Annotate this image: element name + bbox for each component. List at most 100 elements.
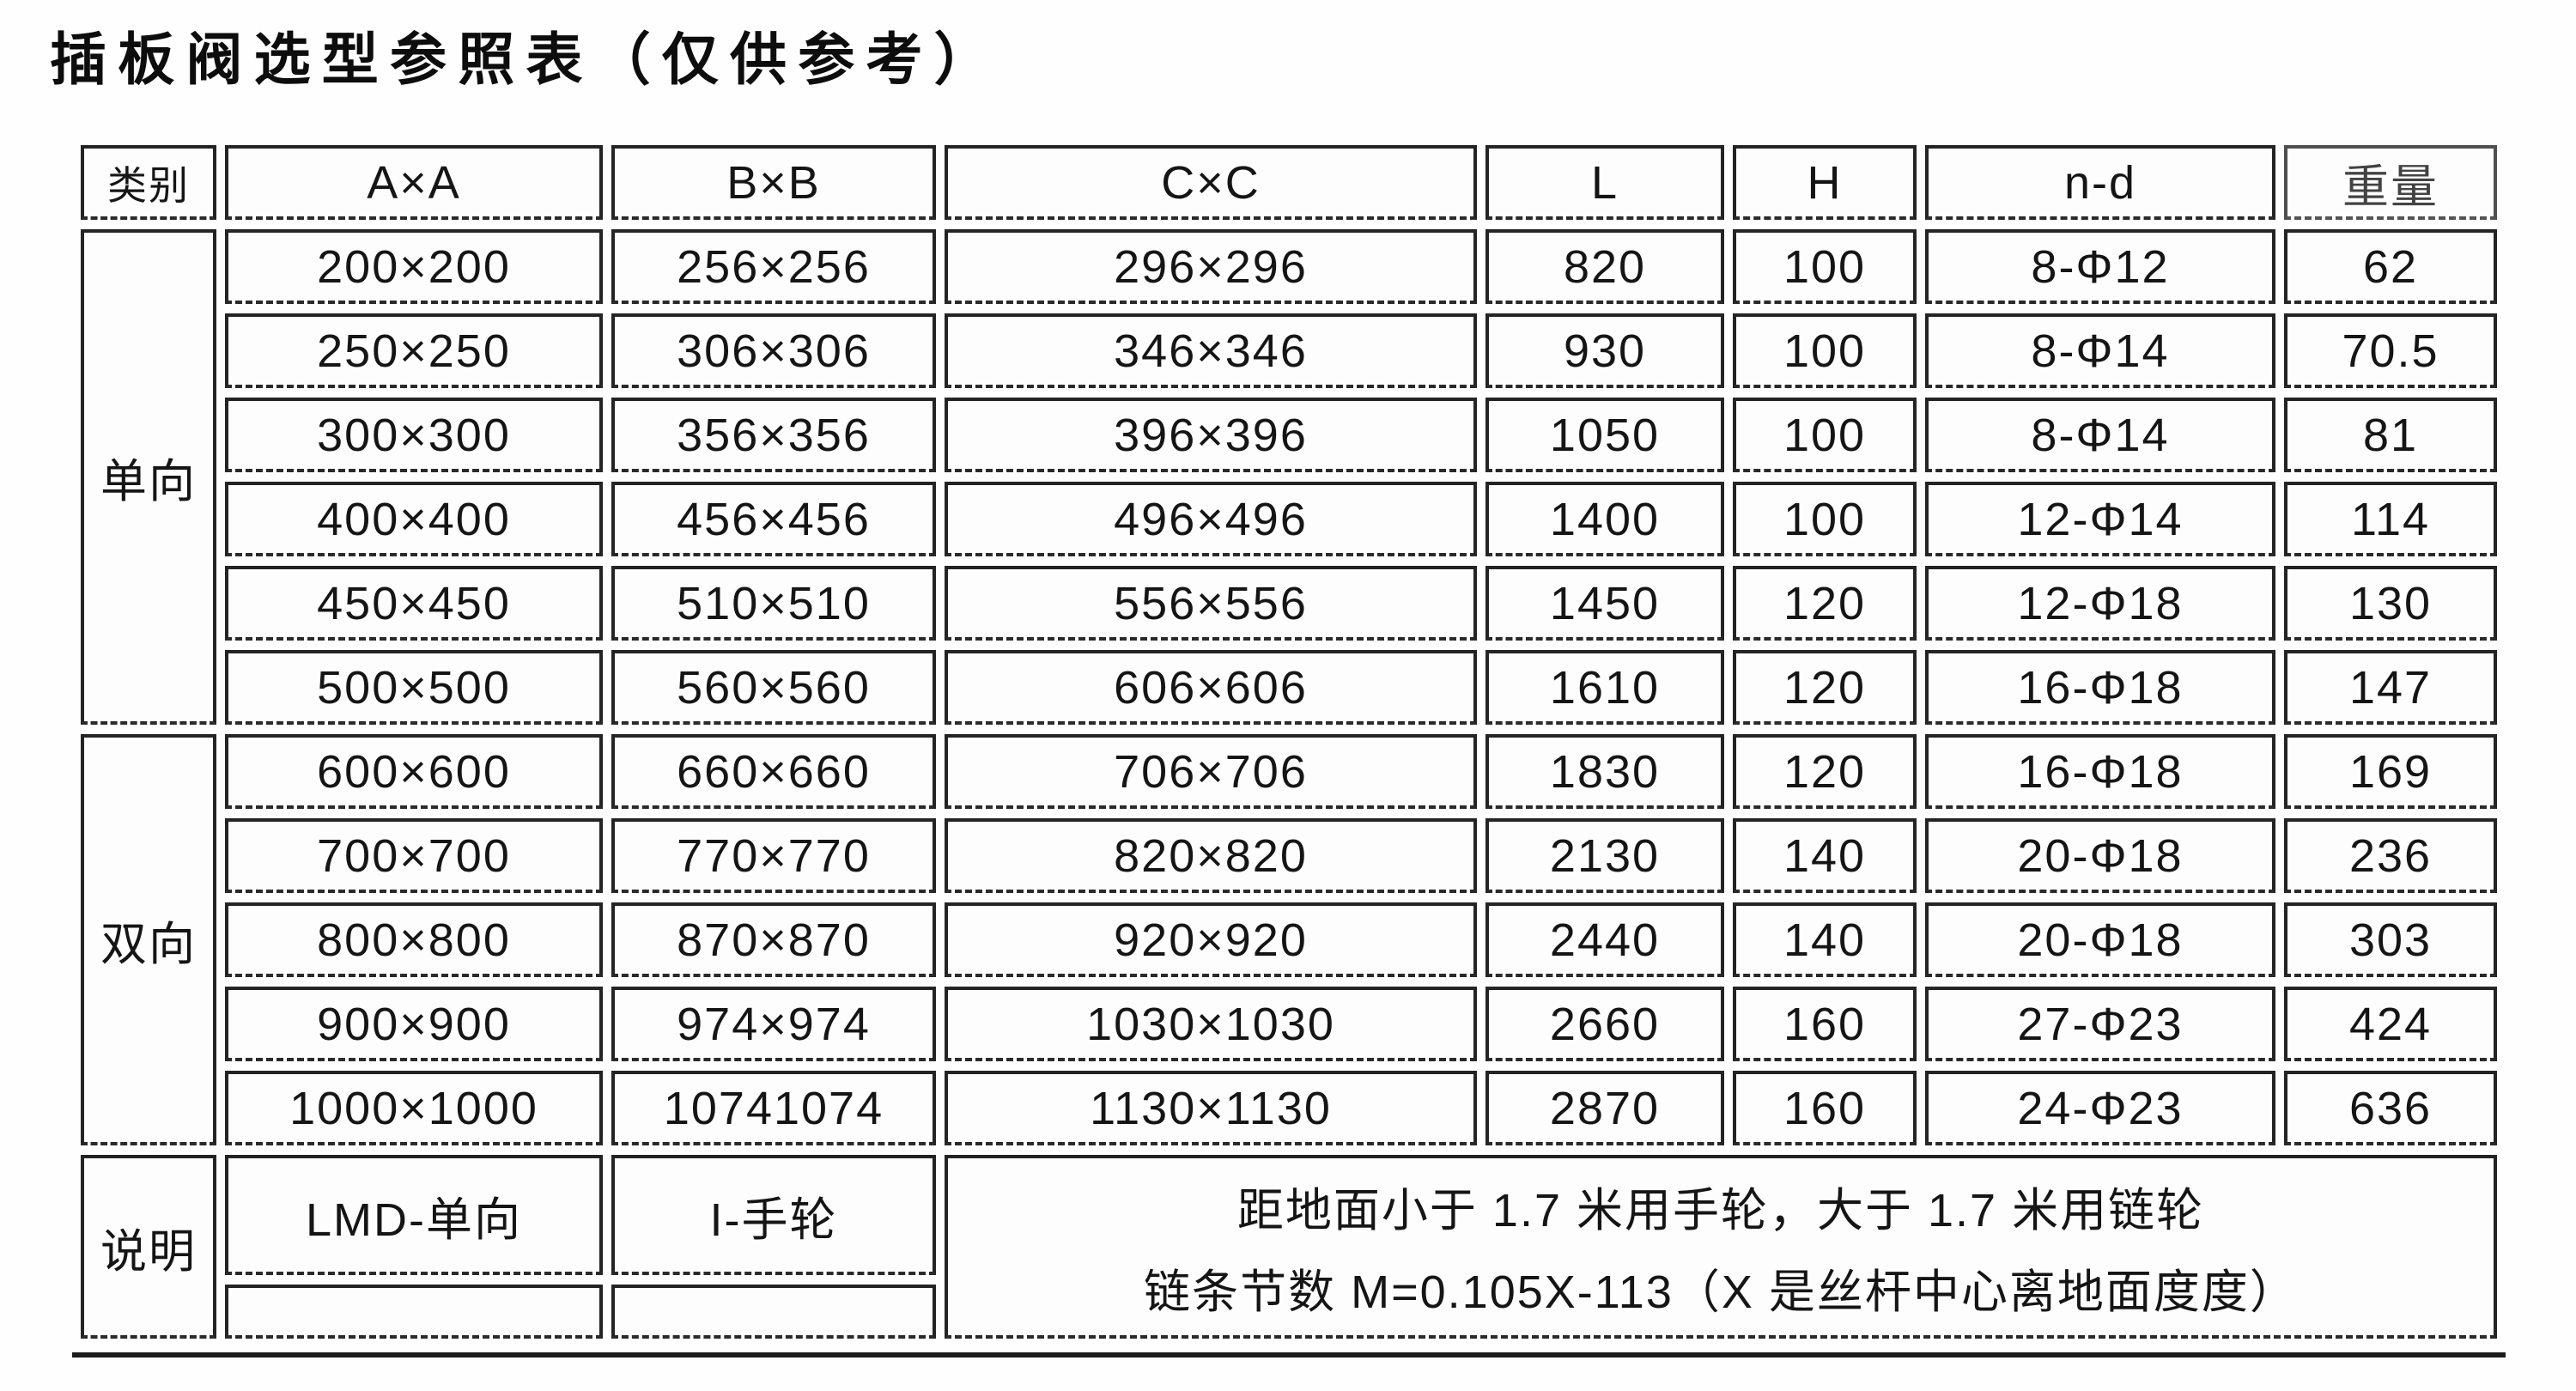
table-row: 700×700 770×770 820×820 2130 140 20-Φ18 …	[81, 818, 2497, 893]
col-header-l: L	[1485, 145, 1724, 220]
notes-row-2	[81, 1285, 2497, 1339]
table-row: 400×400 456×456 496×496 1400 100 12-Φ14 …	[81, 482, 2497, 556]
cell-nd: 24-Φ23	[1925, 1071, 2275, 1145]
cell-cxc: 706×706	[945, 734, 1477, 809]
notes-wheel-cell: I-手轮	[611, 1155, 936, 1276]
cell-weight: 636	[2284, 1071, 2497, 1145]
page-title: 插板阀选型参照表（仅供参考）	[50, 27, 1002, 91]
cell-h: 100	[1733, 229, 1917, 304]
notes-line-2: 链条节数 M=0.105X-113（X 是丝杆中心离地面度度）	[1144, 1266, 2298, 1318]
cell-bxb: 256×256	[611, 229, 936, 304]
cell-h: 120	[1733, 734, 1917, 809]
cell-weight: 303	[2284, 902, 2497, 977]
table-bottom-rule	[72, 1352, 2506, 1358]
cell-nd: 20-Φ18	[1925, 902, 2275, 977]
cell-bxb: 10741074	[611, 1071, 936, 1145]
notes-model-cell: LMD-单向	[225, 1155, 603, 1276]
table-row: 双向 600×600 660×660 706×706 1830 120 16-Φ…	[81, 734, 2497, 1145]
cell-weight: 70.5	[2284, 313, 2497, 388]
table-row: 1000×1000 10741074 1130×1130 2870 160 24…	[81, 1071, 2497, 1145]
cell-l: 930	[1485, 313, 1724, 388]
cell-nd: 12-Φ18	[1925, 566, 2275, 641]
table-row: 450×450 510×510 556×556 1450 120 12-Φ18 …	[81, 566, 2497, 641]
cell-axa: 250×250	[225, 313, 603, 388]
cell-axa: 700×700	[225, 818, 603, 893]
cell-cxc: 396×396	[945, 398, 1477, 472]
col-header-cxc: C×C	[945, 145, 1477, 220]
cell-h: 160	[1733, 987, 1917, 1061]
cell-bxb: 560×560	[611, 650, 936, 725]
col-header-category: 类别	[81, 145, 216, 220]
cell-bxb: 456×456	[611, 482, 936, 556]
cell-bxb: 974×974	[611, 987, 936, 1061]
cell-axa: 600×600	[225, 734, 603, 809]
cell-nd: 27-Φ23	[1925, 987, 2275, 1061]
cell-axa: 500×500	[225, 650, 603, 725]
col-header-h: H	[1733, 145, 1917, 220]
cell-cxc: 296×296	[945, 229, 1477, 304]
table-row: 单向 200×200 256×256 296×296 820 100 8-Φ12…	[81, 229, 2497, 725]
notes-text-cell: 距地面小于 1.7 米用手轮，大于 1.7 米用链轮 链条节数 M=0.105X…	[945, 1155, 2497, 1339]
notes-row: 说明 LMD-单向 I-手轮 距地面小于 1.7 米用手轮，大于 1.7 米用链…	[81, 1155, 2497, 1339]
cell-h: 100	[1733, 482, 1917, 556]
cell-l: 1610	[1485, 650, 1724, 725]
cell-nd: 8-Φ14	[1925, 313, 2275, 388]
cell-cxc: 920×920	[945, 902, 1477, 977]
empty-cell	[225, 1285, 603, 1339]
cell-h: 140	[1733, 902, 1917, 977]
cell-axa: 900×900	[225, 987, 603, 1061]
col-header-bxb: B×B	[611, 145, 936, 220]
cell-l: 1450	[1485, 566, 1724, 641]
cell-axa: 200×200	[225, 229, 603, 304]
col-header-axa: A×A	[225, 145, 603, 220]
cell-cxc: 1030×1030	[945, 987, 1477, 1061]
cell-l: 2440	[1485, 902, 1724, 977]
cell-l: 1830	[1485, 734, 1724, 809]
col-header-weight: 重量	[2284, 145, 2497, 220]
header-row: 类别 A×A B×B C×C L H n-d 重量	[81, 145, 2497, 220]
cell-axa: 800×800	[225, 902, 603, 977]
cell-h: 160	[1733, 1071, 1917, 1145]
cell-nd: 20-Φ18	[1925, 818, 2275, 893]
cell-h: 140	[1733, 818, 1917, 893]
cell-weight: 62	[2284, 229, 2497, 304]
cell-axa: 450×450	[225, 566, 603, 641]
cell-weight: 130	[2284, 566, 2497, 641]
cell-bxb: 306×306	[611, 313, 936, 388]
cell-cxc: 346×346	[945, 313, 1477, 388]
cell-cxc: 556×556	[945, 566, 1477, 641]
spec-table-wrap: 类别 A×A B×B C×C L H n-d 重量 单向 200×200 256…	[72, 136, 2506, 1358]
table-row: 300×300 356×356 396×396 1050 100 8-Φ14 8…	[81, 398, 2497, 472]
col-header-nd: n-d	[1925, 145, 2275, 220]
cell-weight: 236	[2284, 818, 2497, 893]
cell-nd: 8-Φ12	[1925, 229, 2275, 304]
cell-bxb: 870×870	[611, 902, 936, 977]
cell-nd: 16-Φ18	[1925, 650, 2275, 725]
cell-bxb: 660×660	[611, 734, 936, 809]
cell-l: 820	[1485, 229, 1724, 304]
cell-l: 1400	[1485, 482, 1724, 556]
cell-h: 100	[1733, 313, 1917, 388]
cell-cxc: 496×496	[945, 482, 1477, 556]
table-row: 900×900 974×974 1030×1030 2660 160 27-Φ2…	[81, 987, 2497, 1061]
cell-weight: 81	[2284, 398, 2497, 472]
cell-bxb: 356×356	[611, 398, 936, 472]
cell-l: 2660	[1485, 987, 1724, 1061]
table-row: 800×800 870×870 920×920 2440 140 20-Φ18 …	[81, 902, 2497, 977]
cell-axa: 400×400	[225, 482, 603, 556]
cell-bxb: 510×510	[611, 566, 936, 641]
cell-weight: 169	[2284, 734, 2497, 809]
cell-weight: 114	[2284, 482, 2497, 556]
cell-h: 120	[1733, 566, 1917, 641]
cell-cxc: 820×820	[945, 818, 1477, 893]
cell-bxb: 770×770	[611, 818, 936, 893]
cell-nd: 16-Φ18	[1925, 734, 2275, 809]
cell-weight: 147	[2284, 650, 2497, 725]
group-cell-oneway: 单向	[81, 229, 216, 725]
cell-l: 2870	[1485, 1071, 1724, 1145]
cell-nd: 12-Φ14	[1925, 482, 2275, 556]
table-row: 250×250 306×306 346×346 930 100 8-Φ14 70…	[81, 313, 2497, 388]
cell-h: 120	[1733, 650, 1917, 725]
cell-axa: 300×300	[225, 398, 603, 472]
